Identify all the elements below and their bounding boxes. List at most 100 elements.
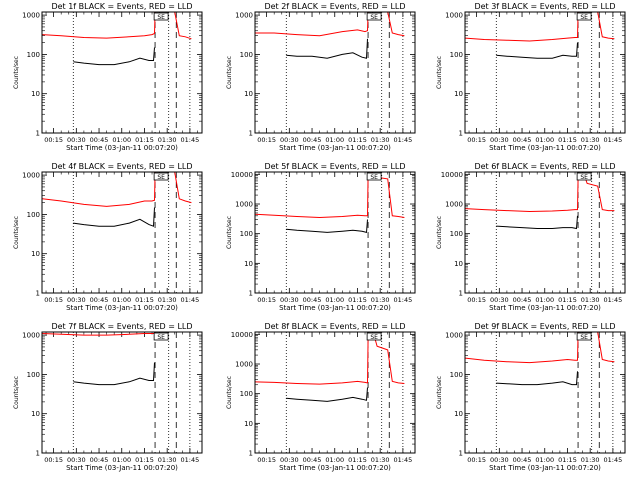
x-axis-label: Start Time (03-Jan-11 00:07:20) — [489, 304, 601, 312]
chart-panel-5: Det 5f BLACK = Events, RED = LLD Counts/s… — [226, 162, 416, 312]
y-axis-label: Counts/sec — [226, 376, 233, 409]
x-axis-label: Start Time (03-Jan-11 00:07:20) — [279, 304, 391, 312]
se-marker-label: SE — [157, 14, 165, 21]
panel-title: Det 2f BLACK = Events, RED = LLD — [264, 2, 405, 11]
chart-panel-1: Det 1f BLACK = Events, RED = LLD Counts/s… — [13, 2, 203, 152]
x-tick-label: 01:00 — [535, 136, 554, 144]
x-tick-label: 01:45 — [604, 136, 623, 144]
x-tick-label: 01:30 — [581, 456, 600, 464]
plot-frame — [254, 11, 416, 134]
se-marker-label: SE — [157, 334, 165, 341]
panel-title: Det 1f BLACK = Events, RED = LLD — [51, 2, 192, 11]
x-tick-label: 01:15 — [558, 136, 577, 144]
x-tick-label: 01:00 — [535, 456, 554, 464]
se-marker-box — [576, 12, 592, 21]
y-axis-label: Counts/sec — [226, 216, 233, 249]
y-tick-label: 10 — [31, 250, 40, 258]
x-tick-label: 00:30 — [280, 136, 299, 144]
y-tick-label: 100 — [27, 51, 40, 59]
x-tick-label: 00:30 — [490, 456, 509, 464]
series-events-black — [496, 371, 578, 386]
y-axis-label: Counts/sec — [436, 56, 443, 89]
x-tick-label: 00:30 — [490, 296, 509, 304]
x-tick-label: 00:15 — [44, 296, 63, 304]
x-tick-label: 01:00 — [325, 296, 344, 304]
panel-title: Det 4f BLACK = Events, RED = LLD — [51, 162, 192, 171]
x-tick-label: 01:00 — [112, 296, 131, 304]
y-tick-label: 1 — [249, 130, 253, 138]
y-axis-label: Counts/sec — [436, 376, 443, 409]
x-tick-label: 00:15 — [467, 296, 486, 304]
x-tick-label: 01:30 — [371, 136, 390, 144]
x-axis-label: Start Time (03-Jan-11 00:07:20) — [489, 144, 601, 152]
x-tick-label: 01:30 — [158, 296, 177, 304]
x-axis-label: Start Time (03-Jan-11 00:07:20) — [66, 144, 178, 152]
y-axis-label: Counts/sec — [13, 376, 20, 409]
plot-frame — [464, 331, 626, 454]
x-tick-label: 00:45 — [513, 296, 532, 304]
y-tick-label: 1 — [36, 130, 40, 138]
x-tick-label: 01:15 — [135, 296, 154, 304]
y-tick-label: 100 — [240, 390, 253, 398]
x-tick-label: 00:45 — [90, 136, 109, 144]
y-tick-label: 10000 — [231, 171, 253, 179]
x-tick-label: 00:45 — [303, 136, 322, 144]
x-tick-label: 01:15 — [348, 456, 367, 464]
x-axis-label: Start Time (03-Jan-11 00:07:20) — [279, 144, 391, 152]
y-tick-label: 1000 — [235, 12, 253, 20]
y-tick-label: 1000 — [22, 172, 40, 180]
y-tick-label: 10000 — [441, 171, 463, 179]
x-tick-label: 00:15 — [44, 136, 63, 144]
y-tick-label: 100 — [27, 211, 40, 219]
panel-title: Det 5f BLACK = Events, RED = LLD — [264, 162, 405, 171]
y-tick-label: 1000 — [235, 201, 253, 209]
series-events-black — [73, 207, 155, 227]
y-tick-label: 10 — [244, 260, 253, 268]
x-tick-label: 01:15 — [558, 456, 577, 464]
se-marker-label: SE — [580, 14, 588, 21]
x-tick-label: 00:15 — [257, 136, 276, 144]
x-tick-label: 01:45 — [604, 296, 623, 304]
chart-panel-6: Det 6f BLACK = Events, RED = LLD Counts/s… — [436, 162, 626, 312]
x-tick-label: 00:15 — [257, 296, 276, 304]
series-events-black — [496, 42, 578, 59]
y-tick-label: 100 — [450, 371, 463, 379]
x-tick-label: 00:45 — [303, 456, 322, 464]
x-tick-label: 01:00 — [325, 456, 344, 464]
se-marker-label: SE — [157, 174, 165, 181]
plot-frame — [41, 171, 203, 294]
se-marker-label: SE — [580, 174, 588, 181]
y-tick-label: 10 — [454, 410, 463, 418]
series-lld-red — [255, 172, 405, 219]
se-marker-box — [366, 172, 382, 181]
x-tick-label: 01:00 — [112, 456, 131, 464]
se-marker-label: SE — [370, 14, 378, 21]
x-tick-label: 00:45 — [90, 296, 109, 304]
y-axis-label: Counts/sec — [13, 216, 20, 249]
x-tick-label: 00:15 — [44, 456, 63, 464]
series-events-black — [73, 47, 155, 66]
x-tick-label: 00:45 — [513, 456, 532, 464]
y-tick-label: 1000 — [22, 12, 40, 20]
panel-title: Det 9f BLACK = Events, RED = LLD — [474, 322, 615, 331]
y-tick-label: 1 — [249, 290, 253, 298]
plot-frame — [464, 171, 626, 294]
x-tick-label: 01:15 — [348, 136, 367, 144]
y-axis-label: Counts/sec — [13, 56, 20, 89]
y-tick-label: 100 — [240, 51, 253, 59]
chart-panel-2: Det 2f BLACK = Events, RED = LLD Counts/s… — [226, 2, 416, 152]
x-tick-label: 01:15 — [348, 296, 367, 304]
series-events-black — [286, 219, 368, 234]
x-tick-label: 01:00 — [535, 296, 554, 304]
x-tick-label: 01:30 — [371, 456, 390, 464]
y-tick-label: 10 — [31, 410, 40, 418]
x-tick-label: 01:30 — [581, 136, 600, 144]
plot-frame — [41, 331, 203, 454]
y-tick-label: 1000 — [445, 12, 463, 20]
plot-frame — [254, 171, 416, 294]
panel-title: Det 6f BLACK = Events, RED = LLD — [474, 162, 615, 171]
y-tick-label: 100 — [27, 371, 40, 379]
y-tick-label: 100 — [450, 230, 463, 238]
x-tick-label: 01:30 — [158, 136, 177, 144]
chart-panel-7: Det 7f BLACK = Events, RED = LLD Counts/s… — [13, 322, 203, 472]
